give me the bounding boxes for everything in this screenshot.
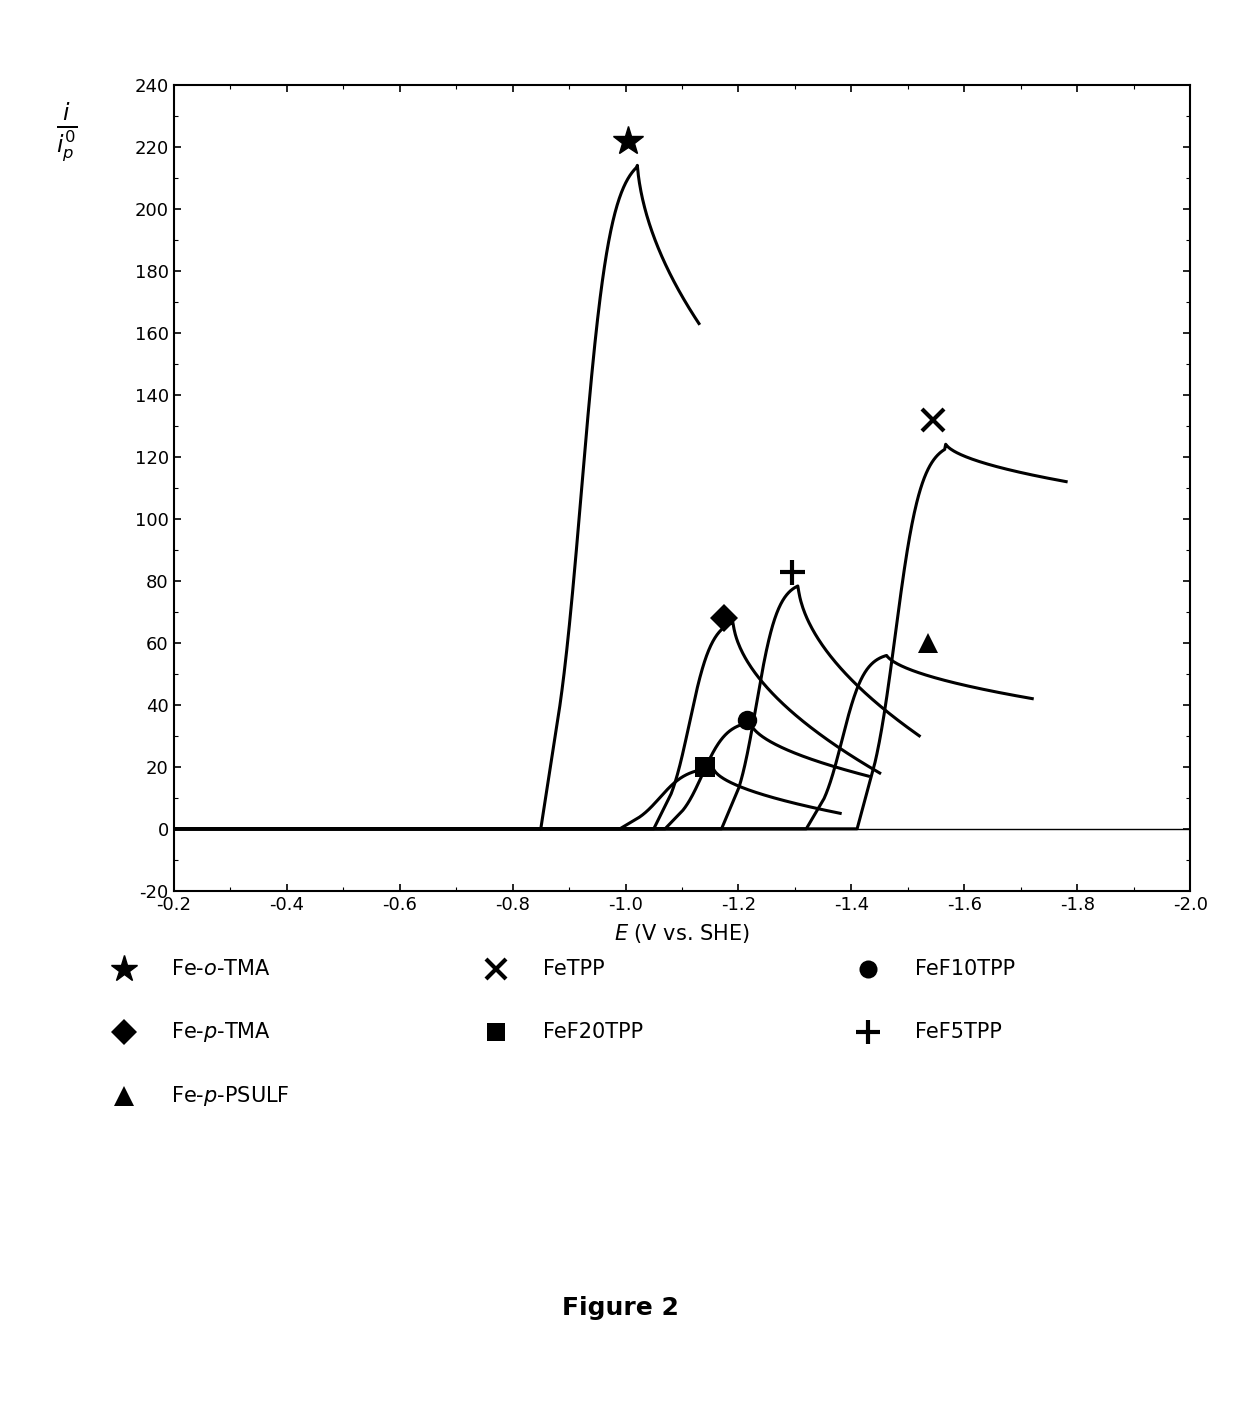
Text: Figure 2: Figure 2: [562, 1297, 678, 1319]
Text: FeTPP: FeTPP: [543, 959, 605, 978]
Text: FeF5TPP: FeF5TPP: [915, 1022, 1002, 1042]
Text: FeF20TPP: FeF20TPP: [543, 1022, 644, 1042]
Text: $\frac{i}{i_p^0}$: $\frac{i}{i_p^0}$: [56, 100, 78, 164]
Text: Fe-$o$-TMA: Fe-$o$-TMA: [171, 959, 270, 978]
X-axis label: $E$ (V vs. SHE): $E$ (V vs. SHE): [614, 922, 750, 945]
Text: Fe-$p$-TMA: Fe-$p$-TMA: [171, 1021, 272, 1044]
Text: FeF10TPP: FeF10TPP: [915, 959, 1016, 978]
Text: Fe-$p$-PSULF: Fe-$p$-PSULF: [171, 1085, 290, 1107]
